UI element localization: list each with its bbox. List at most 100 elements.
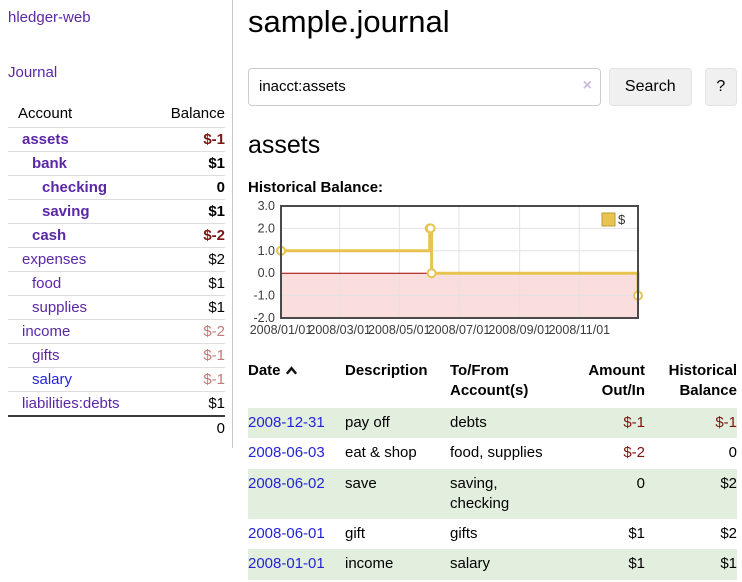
svg-text:2008/05/01: 2008/05/01 <box>368 323 431 337</box>
sidebar-account-link-supplies[interactable]: supplies <box>32 299 88 316</box>
register-date-cell: 2008-06-01 <box>248 519 345 549</box>
sidebar-account-link-income[interactable]: income <box>22 323 71 340</box>
account-balance: $1 <box>154 199 225 224</box>
account-name-cell: food <box>8 271 155 296</box>
account-row: income $-2 <box>8 319 225 344</box>
register-amount: $-2 <box>623 444 645 462</box>
help-button[interactable]: ? <box>704 67 737 106</box>
account-balance: $2 <box>154 247 225 272</box>
search-box: × <box>248 67 601 106</box>
accounts-col-account: Account <box>18 105 73 122</box>
register-amount: $-1 <box>623 414 645 432</box>
sidebar-account-link-liabilities-debts[interactable]: liabilities:debts <box>22 395 120 412</box>
svg-text:3.0: 3.0 <box>258 199 275 213</box>
register-date-link[interactable]: 2008-01-01 <box>248 555 325 573</box>
register-date-link[interactable]: 2008-06-03 <box>248 444 325 462</box>
table-row: 2008-12-31 pay off debts $-1 $-1 <box>248 408 737 439</box>
clear-search-icon[interactable]: × <box>582 76 592 94</box>
sidebar-account-link-gifts[interactable]: gifts <box>32 347 60 364</box>
register-accounts: debts <box>450 414 487 432</box>
register-date-cell: 2008-06-02 <box>248 469 345 520</box>
account-row: expenses $2 <box>8 247 225 272</box>
register-description: eat & shop <box>345 444 417 462</box>
sidebar-account-link-food[interactable]: food <box>32 275 62 292</box>
app-brand-link[interactable]: hledger-web <box>8 9 91 26</box>
sidebar-account-link-saving[interactable]: saving <box>42 203 90 220</box>
account-name-cell: bank <box>8 151 155 176</box>
sidebar: hledger-web Journal Account Balance asse… <box>0 0 233 448</box>
account-balance: $1 <box>154 295 225 320</box>
account-balance: $-1 <box>154 127 225 152</box>
account-row: assets $-1 <box>8 127 225 152</box>
register-header-row: Date Description To/From Account(s) Amou… <box>248 359 737 409</box>
sidebar-account-link-bank[interactable]: bank <box>32 155 68 172</box>
svg-text:-2.0: -2.0 <box>253 311 275 325</box>
table-row: 2008-06-01 gift gifts $1 $2 <box>248 519 737 549</box>
register-accounts: food, supplies <box>450 444 543 462</box>
sidebar-account-link-expenses[interactable]: expenses <box>22 251 87 268</box>
chart-title: Historical Balance: <box>248 178 384 196</box>
accounts-total-row: 0 <box>8 415 225 440</box>
account-name-cell: expenses <box>8 247 155 272</box>
register-date-link[interactable]: 2008-06-02 <box>248 474 325 492</box>
table-row: 2008-01-01 income salary $1 $1 <box>248 549 737 580</box>
account-balance: $1 <box>154 391 225 416</box>
svg-text:2.0: 2.0 <box>258 221 275 235</box>
svg-text:2008/11/01: 2008/11/01 <box>548 323 610 337</box>
sidebar-account-link-checking[interactable]: checking <box>42 179 108 196</box>
register-date-cell: 2008-01-01 <box>248 549 345 579</box>
accounts-table-header: Account Balance <box>8 102 225 128</box>
register-col-accounts: To/From Account(s) <box>450 361 529 399</box>
account-row: saving $1 <box>8 199 225 224</box>
account-heading: assets <box>248 130 321 159</box>
register-date-link[interactable]: 2008-06-01 <box>248 525 325 543</box>
account-name-cell: gifts <box>8 343 155 368</box>
accounts-table: Account Balance assets $-1 bank $1 checking 0… <box>8 102 225 440</box>
account-name-cell: income <box>8 319 155 344</box>
svg-text:2008/03/01: 2008/03/01 <box>308 323 371 337</box>
account-row: salary $-1 <box>8 367 225 392</box>
register-col-description: Description <box>345 361 428 379</box>
svg-text:2008/01/01: 2008/01/01 <box>250 323 313 337</box>
account-name-cell: salary <box>8 367 155 392</box>
sort-ascending-icon <box>285 362 298 382</box>
search-button[interactable]: Search <box>608 67 692 106</box>
sidebar-account-link-assets[interactable]: assets <box>22 131 69 148</box>
legend-swatch <box>601 212 616 227</box>
plot-border <box>280 204 639 319</box>
register-description: income <box>345 555 394 573</box>
register-balance: $-1 <box>715 414 737 432</box>
svg-text:$: $ <box>618 212 626 227</box>
register-date-cell: 2008-12-31 <box>248 408 345 438</box>
account-name-cell: checking <box>8 175 155 200</box>
account-name-cell: liabilities:debts <box>8 391 155 416</box>
account-row: gifts $-1 <box>8 343 225 368</box>
register-balance: $2 <box>720 525 737 543</box>
register-description: save <box>345 474 377 492</box>
sidebar-item-journal[interactable]: Journal <box>8 64 58 81</box>
account-name-cell: cash <box>8 223 155 248</box>
account-row: checking 0 <box>8 175 225 200</box>
account-balance: $-1 <box>154 343 225 368</box>
account-row: food $1 <box>8 271 225 296</box>
account-row: cash $-2 <box>8 223 225 248</box>
sidebar-account-link-cash[interactable]: cash <box>32 227 67 244</box>
register-accounts: gifts <box>450 525 478 543</box>
data-point <box>425 223 436 234</box>
register-amount: $1 <box>628 555 645 573</box>
accounts-col-balance: Balance <box>170 105 225 122</box>
register-col-date[interactable]: Date <box>248 359 345 409</box>
register-accounts: salary <box>450 555 491 573</box>
register-amount: 0 <box>636 474 645 492</box>
account-name-cell: saving <box>8 199 155 224</box>
register-date-link[interactable]: 2008-12-31 <box>248 414 325 432</box>
page-title: sample.journal <box>248 4 450 39</box>
sidebar-account-link-salary[interactable]: salary <box>32 371 73 388</box>
register-amount: $1 <box>628 525 645 543</box>
account-name-cell: assets <box>8 127 155 152</box>
search-input[interactable] <box>248 67 601 106</box>
account-balance: $-1 <box>154 367 225 392</box>
main-panel: sample.journal × Search ? assets Histori… <box>248 0 737 580</box>
account-row: bank $1 <box>8 151 225 176</box>
register-date-cell: 2008-06-03 <box>248 438 345 468</box>
